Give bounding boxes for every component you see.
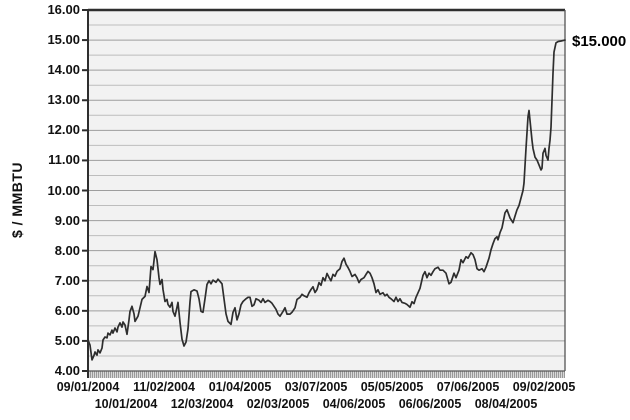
x-tick-label: 03/07/2005 [284,380,348,394]
y-tick-label: 7.00 [54,272,80,288]
x-tick-label: 07/06/2005 [436,380,500,394]
y-tick-label: 12.00 [47,122,80,138]
y-tick-label: 6.00 [54,302,80,318]
y-tick-label: 5.00 [54,332,80,348]
x-tick-label: 11/02/2004 [133,380,195,394]
y-tick-label: 8.00 [54,242,80,258]
y-tick-label: 11.00 [48,152,80,168]
last-price-annotation: $15.000 [572,33,627,50]
x-tick-label: 04/06/2005 [322,397,386,411]
y-tick-label: 9.00 [54,212,80,228]
x-tick-label: 10/01/2004 [94,397,158,411]
x-tick-label: 12/03/2004 [170,397,234,411]
price-line [87,39,566,361]
x-tick-label: 02/03/2005 [246,397,310,411]
y-tick-label: 14.00 [47,62,80,78]
daily-tick-band [88,371,565,378]
x-tick-label: 06/06/2005 [398,397,462,411]
y-tick-label: 4.00 [54,363,80,378]
y-tick-label: 13.00 [47,92,80,108]
x-tick-label: 05/05/2005 [360,380,424,394]
y-tick-label: 10.00 [47,182,80,198]
x-tick-label: 08/04/2005 [474,397,538,411]
x-tick-label: 09/01/2004 [56,380,120,394]
x-tick-label: 09/02/2005 [512,380,576,394]
y-tick-label: 15.00 [47,32,80,48]
x-tick-label: 01/04/2005 [208,380,272,394]
y-tick-label: 16.00 [47,2,80,17]
